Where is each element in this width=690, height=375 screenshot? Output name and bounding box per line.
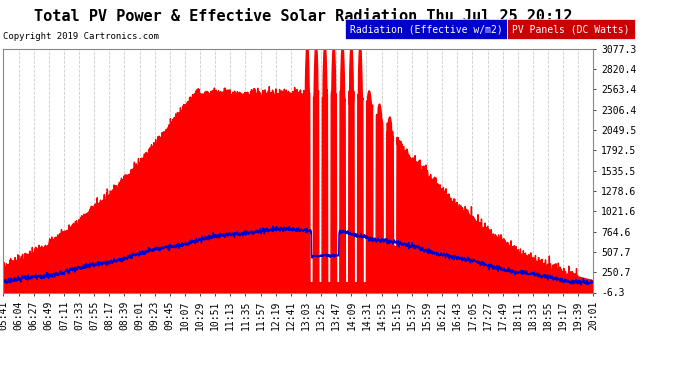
Text: PV Panels (DC Watts): PV Panels (DC Watts) — [512, 24, 630, 34]
Text: Copyright 2019 Cartronics.com: Copyright 2019 Cartronics.com — [3, 32, 159, 41]
Text: Total PV Power & Effective Solar Radiation Thu Jul 25 20:12: Total PV Power & Effective Solar Radiati… — [34, 9, 573, 24]
Text: Radiation (Effective w/m2): Radiation (Effective w/m2) — [350, 24, 502, 34]
